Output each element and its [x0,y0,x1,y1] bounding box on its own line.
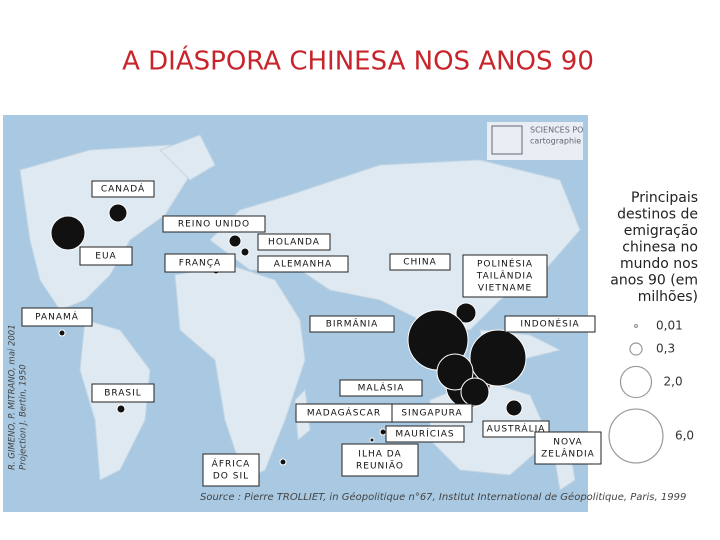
label-box [91,383,155,403]
legend-label: 6,0 [675,429,694,443]
label-box [504,315,596,333]
map-label: REUNIÃO [356,461,404,472]
credit: R. GIMENO, P. MITRANO, mai 2001 [8,324,18,470]
map-label: ZELÂNDIA [541,448,595,460]
map-label: MALÁSIA [358,382,405,394]
source: Source : Pierre TROLLIET, in Géopolitiqu… [200,491,686,503]
logo-name: SCIENCES PO [530,126,583,135]
label-box [164,253,236,273]
legend-title: Principais [631,190,698,206]
legend-title: emigração [624,223,698,239]
legend-circle [629,342,643,356]
map-label: HOLANDA [268,238,320,248]
label-box [385,425,465,443]
map-label: CHINA [403,258,437,268]
map-label: CANADÁ [101,183,145,195]
label-box [91,180,155,198]
map-label: PANAMÁ [35,311,79,323]
title: A DIÁSPORA CHINESA NOS ANOS 90 [122,45,594,77]
map-label: ILHA DA [358,450,401,460]
map-label: REINO UNIDO [178,220,250,230]
map-label: TAILÂNDIA [476,270,533,282]
legend-title: anos 90 (em [610,273,698,289]
legend-title: milhões) [638,289,698,305]
map-label: MAURÍCIAS [395,428,454,440]
label-box [339,379,423,397]
legend-label: 0,01 [656,319,683,333]
map-label: ÁFRICA [212,458,251,470]
legend-circle [619,365,653,399]
label-box [482,420,550,438]
label-box [391,403,473,423]
map-label: BIRMÂNIA [326,318,379,330]
map-label: VIETNAME [478,284,532,294]
label-box [257,255,349,273]
map-label: ALEMANHA [274,260,332,270]
label-box [21,307,93,327]
legend-title: destinos de [617,207,698,223]
legend-title: mundo nos [620,256,698,272]
label-box [309,315,395,333]
map-label: BRASIL [104,389,142,399]
legend-label: 2,0 [664,375,683,389]
label-box [389,253,451,271]
map-label: EUA [95,252,116,262]
map-label: NOVA [553,438,582,448]
label-box [162,215,266,233]
map-label: POLINÉSIA [477,258,533,270]
map-label: INDONÉSIA [520,318,579,330]
map-label: FRANÇA [179,259,221,269]
label-box [202,453,260,487]
label-box [257,233,331,251]
label-box [534,431,602,465]
labels: CANADÁ REINO UNIDO HOLANDA EUA FRANÇA ALEMANH… [21,180,602,487]
legend-label: 0,3 [656,342,675,356]
legend-circle [608,408,664,464]
map-label: MADAGÁSCAR [307,407,381,419]
label-box [462,254,548,298]
legend-title: chinesa no [622,240,698,256]
logo-sub: cartographie [530,137,581,146]
label-box [79,246,133,266]
legend-circle [633,323,639,329]
map-label: SINGAPURA [401,409,462,419]
label-box [341,443,419,477]
map-label: DO SIL [213,472,249,482]
map-label: AUSTRÁLIA [487,423,546,435]
credit: Projection J. Bertin, 1950 [19,364,29,470]
